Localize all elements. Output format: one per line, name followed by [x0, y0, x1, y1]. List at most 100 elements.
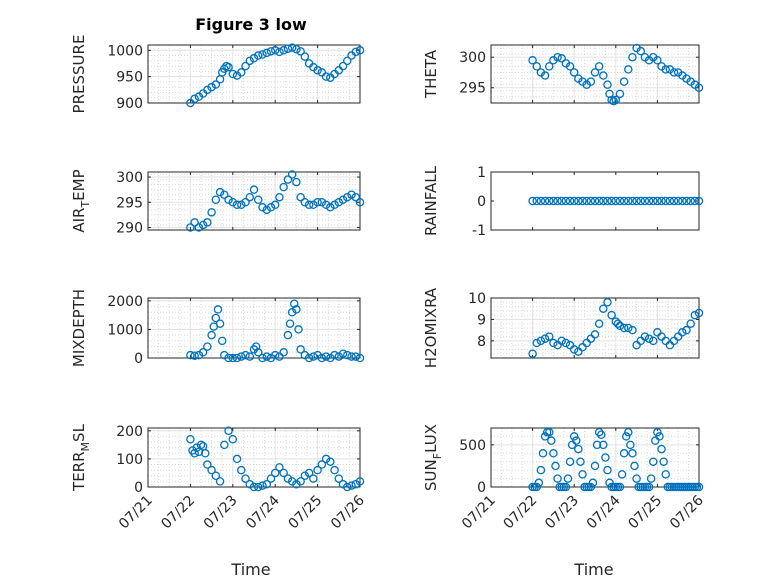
data-point	[253, 348, 263, 357]
y-tick-label: 290	[116, 220, 143, 236]
data-point	[536, 336, 546, 346]
data-point	[653, 427, 662, 437]
data-point	[586, 196, 596, 206]
data-point	[304, 468, 314, 478]
data-point	[203, 342, 212, 351]
y-tick-label: 0	[477, 480, 486, 496]
data-point	[283, 474, 293, 483]
y-tick-label: 100	[116, 452, 143, 468]
data-point	[321, 454, 331, 464]
data-point	[207, 208, 216, 217]
data-point	[186, 350, 195, 360]
data-point	[636, 46, 646, 56]
data-point	[619, 323, 629, 333]
data-point	[619, 196, 629, 206]
data-point	[215, 187, 225, 197]
data-point	[617, 470, 627, 479]
data-point	[569, 196, 579, 206]
data-point	[351, 47, 361, 57]
data-point	[190, 351, 199, 360]
data-point	[632, 474, 641, 483]
data-point	[661, 65, 670, 74]
y-axis-label: PRESSURE	[70, 35, 88, 114]
data-point	[347, 352, 356, 361]
y-tick-label: 10	[468, 291, 486, 307]
data-point	[655, 432, 664, 441]
data-point	[251, 342, 261, 351]
data-point	[292, 177, 301, 187]
data-point	[211, 471, 221, 481]
data-point	[317, 460, 327, 469]
data-point	[321, 352, 331, 361]
data-point	[241, 61, 250, 71]
data-point	[213, 305, 223, 314]
data-point	[338, 195, 348, 204]
data-point	[536, 465, 546, 475]
y-axis-label: H2OMIXRA	[422, 287, 440, 368]
data-point	[228, 198, 238, 207]
data-point	[262, 352, 271, 361]
data-point	[317, 68, 327, 77]
y-tick-label: 1000	[107, 43, 143, 59]
data-point	[237, 352, 246, 361]
data-point	[648, 196, 658, 206]
data-point	[258, 481, 267, 490]
data-point	[347, 190, 356, 199]
data-point	[249, 482, 259, 492]
data-point	[330, 465, 339, 475]
data-point	[628, 449, 637, 458]
y-axis-label: MIXDEPTH	[70, 289, 88, 367]
data-point	[309, 352, 318, 361]
data-point	[592, 440, 602, 450]
data-point	[540, 71, 550, 80]
data-point	[338, 479, 348, 489]
data-point	[334, 66, 344, 75]
data-point	[343, 350, 352, 360]
data-point	[549, 449, 558, 458]
data-point	[540, 196, 550, 206]
data-point	[661, 470, 670, 479]
data-point	[198, 220, 208, 230]
data-point	[351, 352, 361, 361]
data-point	[309, 200, 318, 210]
chart-title: Figure 3 low	[195, 15, 307, 34]
data-point	[553, 196, 562, 206]
data-point	[334, 474, 344, 483]
data-point	[630, 461, 639, 471]
data-point	[599, 304, 608, 313]
y-tick-label: 8	[477, 334, 486, 350]
data-point	[287, 170, 297, 179]
data-point	[275, 47, 284, 57]
data-point	[343, 482, 352, 492]
data-point	[207, 330, 216, 340]
data-point	[275, 192, 284, 202]
data-point	[220, 440, 229, 450]
data-point	[669, 68, 679, 77]
y-tick-label: 0	[477, 194, 486, 210]
y-tick-label: 9	[477, 312, 486, 328]
data-point	[211, 313, 221, 323]
data-point	[534, 478, 544, 488]
y-axis-label: SUNFLUX	[422, 424, 444, 491]
data-point	[607, 196, 616, 206]
plot-area	[148, 172, 360, 230]
data-point	[224, 353, 233, 363]
data-point	[644, 482, 654, 492]
data-point	[203, 218, 212, 227]
data-point	[334, 352, 344, 361]
data-point	[544, 332, 554, 341]
x-axis-label-right: Time	[573, 560, 613, 579]
data-point	[653, 56, 662, 65]
data-point	[275, 352, 284, 361]
data-point	[249, 53, 259, 63]
chart-rainfall: -1 0 1 RAINFALL	[422, 165, 704, 239]
data-point	[665, 196, 675, 206]
data-point	[190, 449, 199, 458]
data-point	[292, 305, 301, 314]
data-point	[228, 69, 238, 79]
data-point	[262, 205, 271, 215]
data-point	[190, 94, 199, 104]
chart-h2omixra: 8 9 10 H2OMIXRA	[422, 287, 704, 368]
data-point	[601, 453, 610, 462]
data-point	[615, 196, 625, 206]
